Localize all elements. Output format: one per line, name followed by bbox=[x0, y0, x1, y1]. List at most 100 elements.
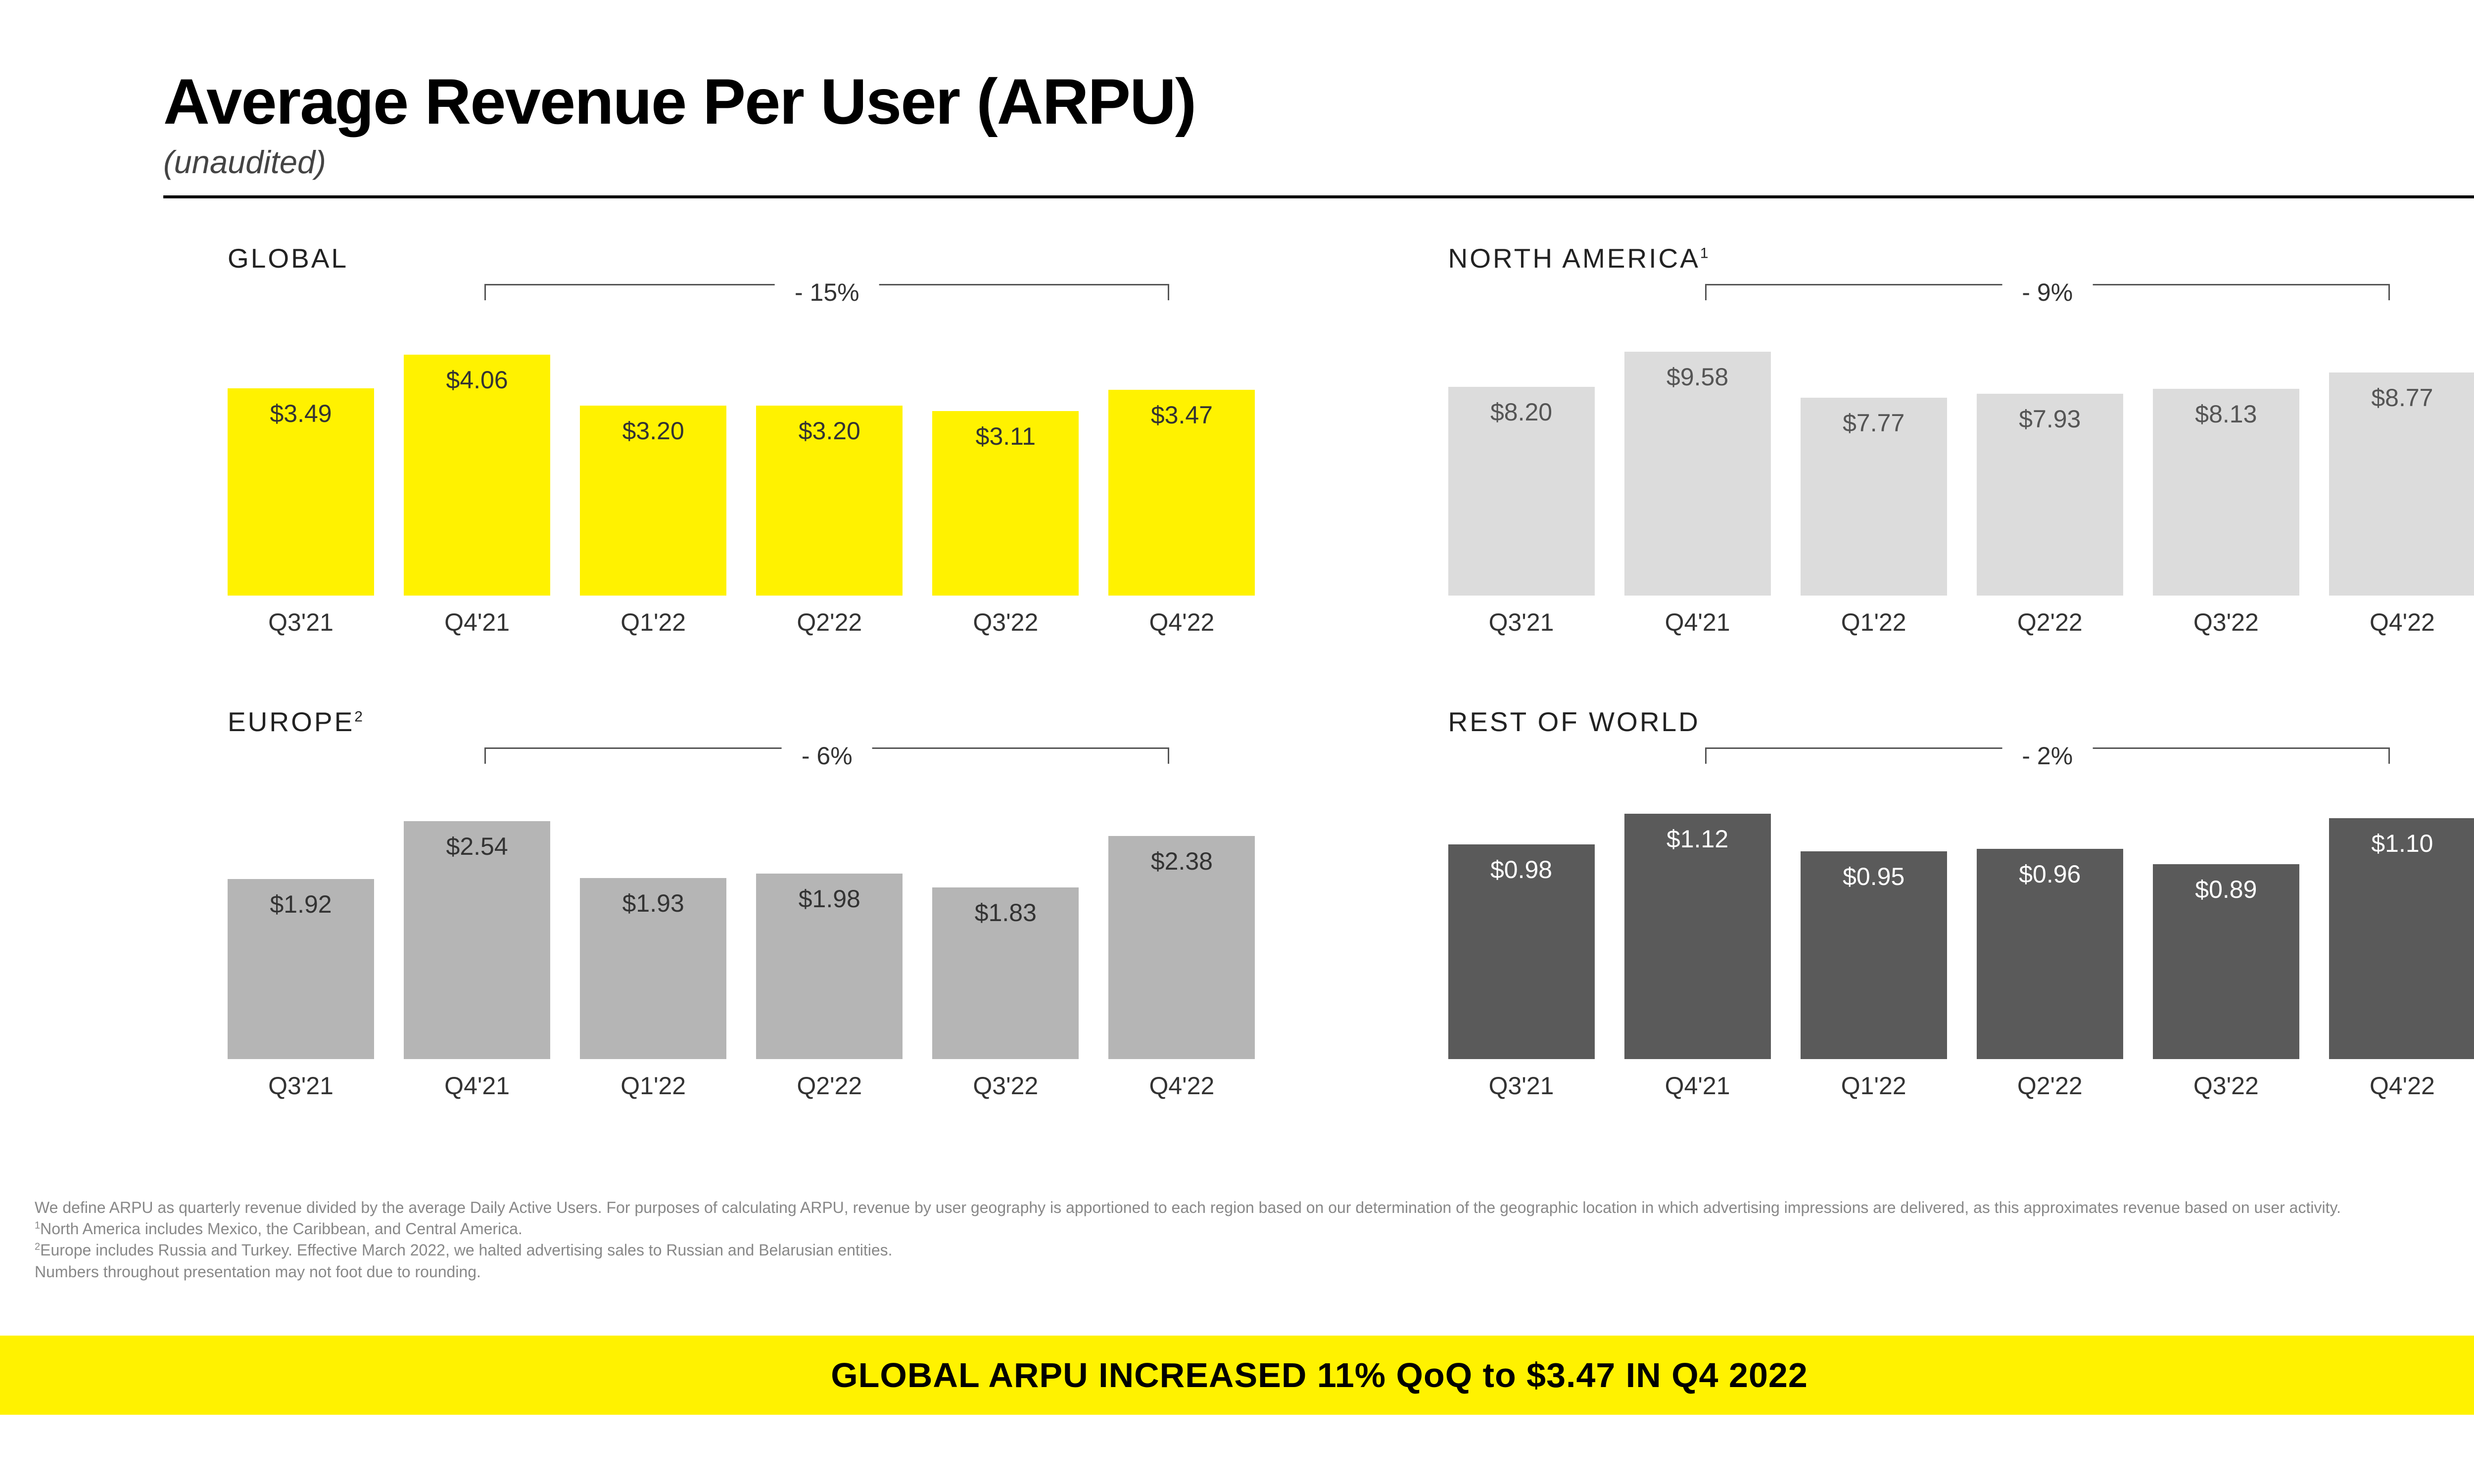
bar-value-label: $7.77 bbox=[1801, 409, 1947, 437]
bars: $8.20 $9.58 $7.77 $7.93 $8.13 $8.77 bbox=[1448, 328, 2474, 596]
bar: $8.13 bbox=[2153, 328, 2299, 596]
slide: Average Revenue Per User (ARPU) (unaudit… bbox=[0, 0, 2474, 1484]
bar: $0.95 bbox=[1801, 792, 1947, 1059]
bar: $3.47 bbox=[1108, 328, 1255, 596]
footnotes: We define ARPU as quarterly revenue divi… bbox=[35, 1197, 2474, 1283]
footnote-line: Numbers throughout presentation may not … bbox=[35, 1261, 2474, 1283]
bars: $3.49 $4.06 $3.20 $3.20 $3.11 $3.47 bbox=[228, 328, 1255, 596]
bar-value-label: $1.92 bbox=[228, 890, 374, 919]
yoy-bracket: - 2% bbox=[1448, 747, 2474, 787]
bar-value-label: $9.58 bbox=[1624, 363, 1771, 391]
x-axis-label: Q4'22 bbox=[2329, 1071, 2474, 1100]
x-axis-labels: Q3'21Q4'21Q1'22Q2'22Q3'22Q4'22 bbox=[1448, 608, 2474, 637]
yoy-change-label: - 15% bbox=[775, 278, 879, 307]
header-rule bbox=[163, 195, 2474, 198]
bar: $3.11 bbox=[932, 328, 1079, 596]
bar-value-label: $3.20 bbox=[756, 417, 903, 445]
bar: $4.06 bbox=[404, 328, 550, 596]
x-axis-label: Q1'22 bbox=[580, 608, 726, 637]
x-axis-label: Q3'22 bbox=[932, 608, 1079, 637]
bar: $8.77 bbox=[2329, 328, 2474, 596]
bar-value-label: $2.54 bbox=[404, 832, 550, 861]
bar-value-label: $8.77 bbox=[2329, 383, 2474, 412]
summary-banner: GLOBAL ARPU INCREASED 11% QoQ to $3.47 I… bbox=[0, 1336, 2474, 1415]
bar-value-label: $3.47 bbox=[1108, 401, 1255, 429]
bar: $7.93 bbox=[1977, 328, 2123, 596]
yoy-bracket: - 9% bbox=[1448, 284, 2474, 324]
charts-grid: GLOBAL- 15%$3.49$4.06$3.20$3.20$3.11$3.4… bbox=[163, 242, 2474, 1100]
yoy-change-label: - 9% bbox=[2002, 278, 2093, 307]
x-axis-labels: Q3'21 Q4'21 Q1'22 Q2'22 Q3'22 Q4'22 bbox=[1448, 1071, 2474, 1100]
chart: EUROPE2 - 6% $1.92 $2.54 $1.93 $1.98 $1.83 $2.3… bbox=[163, 706, 1255, 1100]
x-axis-label: Q3'22 bbox=[2153, 1071, 2299, 1100]
x-axis-label: Q2'22 bbox=[1977, 608, 2123, 637]
bar-value-label: $1.10 bbox=[2329, 829, 2474, 858]
bar: $0.89 bbox=[2153, 792, 2299, 1059]
bar: $3.49 bbox=[228, 328, 374, 596]
bar: $0.98 bbox=[1448, 792, 1595, 1059]
x-axis-label: Q3'21 bbox=[228, 608, 374, 637]
bar: $7.77 bbox=[1801, 328, 1947, 596]
yoy-change-label: - 2% bbox=[2002, 742, 2093, 770]
bar-value-label: $0.95 bbox=[1801, 862, 1947, 891]
x-axis-label: Q1'22 bbox=[1801, 1071, 1947, 1100]
bar-value-label: $1.98 bbox=[756, 884, 903, 913]
chart-title: EUROPE2 bbox=[228, 706, 1255, 738]
yoy-bracket: - 15% bbox=[228, 284, 1255, 324]
chart-title: NORTH AMERICA1 bbox=[1448, 242, 2474, 274]
chart: REST OF WORLD- 2%$0.98$1.12$0.95$0.96$0.… bbox=[1384, 706, 2474, 1100]
page-title: Average Revenue Per User (ARPU) bbox=[163, 64, 2474, 139]
bar-value-label: $4.06 bbox=[404, 366, 550, 394]
bar-value-label: $3.49 bbox=[228, 399, 374, 428]
bars: $0.98 $1.12 $0.95 $0.96 $0.89 $1.10 bbox=[1448, 792, 2474, 1059]
x-axis-label: Q2'22 bbox=[1977, 1071, 2123, 1100]
summary-banner-text: GLOBAL ARPU INCREASED 11% QoQ to $3.47 I… bbox=[831, 1355, 1808, 1395]
bar: $0.96 bbox=[1977, 792, 2123, 1059]
bar-value-label: $0.98 bbox=[1448, 855, 1595, 884]
bar: $3.20 bbox=[756, 328, 903, 596]
bar: $2.54 bbox=[404, 792, 550, 1059]
bar-value-label: $8.13 bbox=[2153, 400, 2299, 428]
bars: $1.92 $2.54 $1.93 $1.98 $1.83 $2.38 bbox=[228, 792, 1255, 1059]
bar: $1.83 bbox=[932, 792, 1079, 1059]
x-axis-label: Q4'22 bbox=[2329, 608, 2474, 637]
chart-title: GLOBAL bbox=[228, 242, 1255, 274]
bar: $3.20 bbox=[580, 328, 726, 596]
page-subtitle: (unaudited) bbox=[163, 143, 2474, 181]
yoy-change-label: - 6% bbox=[782, 742, 872, 770]
bar-value-label: $8.20 bbox=[1448, 398, 1595, 426]
bar: $9.58 bbox=[1624, 328, 1771, 596]
x-axis-label: Q3'21 bbox=[228, 1071, 374, 1100]
bar-value-label: $1.83 bbox=[932, 898, 1079, 927]
footnote-line: We define ARPU as quarterly revenue divi… bbox=[35, 1197, 2474, 1218]
bar-value-label: $0.96 bbox=[1977, 860, 2123, 888]
footnote-line: 1North America includes Mexico, the Cari… bbox=[35, 1218, 2474, 1240]
chart-title: REST OF WORLD bbox=[1448, 706, 2474, 738]
footnote-line: 2Europe includes Russia and Turkey. Effe… bbox=[35, 1240, 2474, 1261]
x-axis-labels: Q3'21Q4'21Q1'22Q2'22Q3'22Q4'22 bbox=[228, 1071, 1255, 1100]
bar-value-label: $1.12 bbox=[1624, 825, 1771, 853]
bar: $1.12 bbox=[1624, 792, 1771, 1059]
x-axis-labels: Q3'21Q4'21Q1'22Q2'22Q3'22Q4'22 bbox=[228, 608, 1255, 637]
x-axis-label: Q1'22 bbox=[580, 1071, 726, 1100]
bar: $1.98 bbox=[756, 792, 903, 1059]
bar-value-label: $0.89 bbox=[2153, 875, 2299, 904]
bar-value-label: $1.93 bbox=[580, 889, 726, 918]
bar: $1.92 bbox=[228, 792, 374, 1059]
x-axis-label: Q4'21 bbox=[404, 608, 550, 637]
x-axis-label: Q4'21 bbox=[1624, 608, 1771, 637]
yoy-bracket: - 6% bbox=[228, 747, 1255, 787]
bar: $8.20 bbox=[1448, 328, 1595, 596]
bar: $2.38 bbox=[1108, 792, 1255, 1059]
x-axis-label: Q3'21 bbox=[1448, 1071, 1595, 1100]
bar: $1.10 bbox=[2329, 792, 2474, 1059]
bar: $1.93 bbox=[580, 792, 726, 1059]
x-axis-label: Q3'21 bbox=[1448, 608, 1595, 637]
x-axis-label: Q4'21 bbox=[1624, 1071, 1771, 1100]
x-axis-label: Q3'22 bbox=[932, 1071, 1079, 1100]
bar-value-label: $3.11 bbox=[932, 422, 1079, 451]
bar-value-label: $2.38 bbox=[1108, 847, 1255, 876]
x-axis-label: Q1'22 bbox=[1801, 608, 1947, 637]
x-axis-label: Q4'21 bbox=[404, 1071, 550, 1100]
x-axis-label: Q2'22 bbox=[756, 1071, 903, 1100]
